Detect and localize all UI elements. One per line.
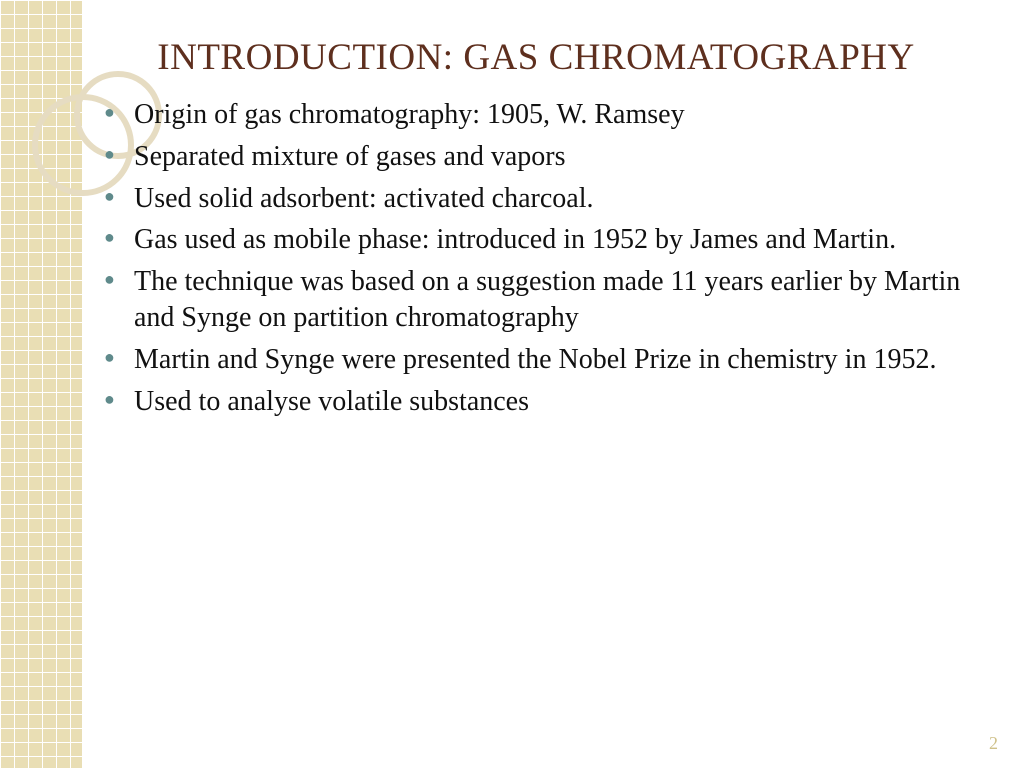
list-item: The technique was based on a suggestion … — [104, 264, 976, 336]
slide-title: INTRODUCTION: GAS CHROMATOGRAPHY — [96, 36, 976, 79]
list-item: Separated mixture of gases and vapors — [104, 139, 976, 175]
page-number: 2 — [989, 733, 998, 754]
list-item: Used to analyse volatile substances — [104, 384, 976, 420]
list-item: Used solid adsorbent: activated charcoal… — [104, 181, 976, 217]
list-item: Origin of gas chromatography: 1905, W. R… — [104, 97, 976, 133]
list-item: Gas used as mobile phase: introduced in … — [104, 222, 976, 258]
list-item: Martin and Synge were presented the Nobe… — [104, 342, 976, 378]
slide-content: INTRODUCTION: GAS CHROMATOGRAPHY Origin … — [0, 0, 1024, 768]
bullet-list: Origin of gas chromatography: 1905, W. R… — [96, 97, 976, 420]
